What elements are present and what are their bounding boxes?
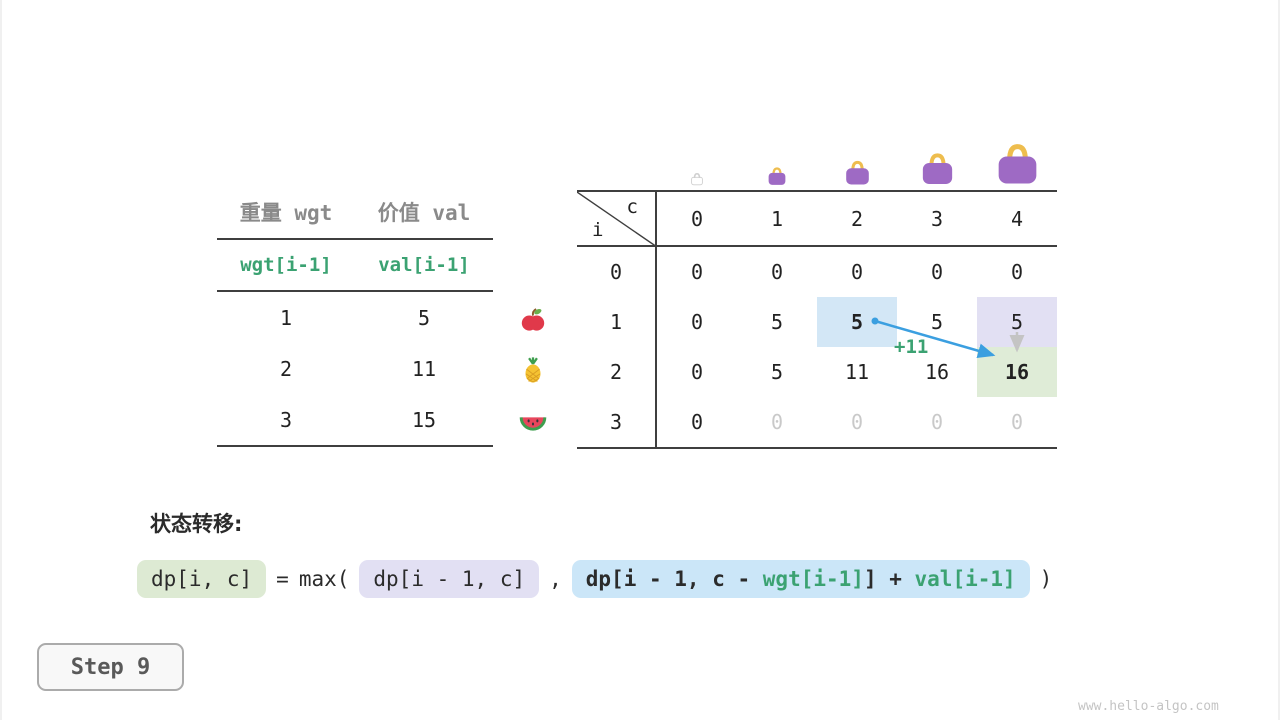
dp-cell: 0 (690, 360, 704, 384)
dp-cell: 5 (770, 310, 784, 334)
capacity-variable-label: c (626, 196, 638, 218)
item-variable-label: i (592, 219, 604, 241)
formula-max-open: max( (298, 567, 350, 591)
dp-cell: 0 (1010, 410, 1024, 434)
formula-part: ] + (863, 567, 915, 591)
dp-grid-body: 0 0 0 0 0 0 1 0 5 5 5 5 2 0 5 11 16 16 3 0 0 0 0 0 (577, 247, 1057, 447)
dp-table-row: 2 0 5 11 16 16 (577, 347, 1057, 397)
dp-table-row: 0 0 0 0 0 0 (577, 247, 1057, 297)
items-header-cell: 重量 wgt (239, 201, 333, 225)
items-table-body: 1 5 2 11 3 15 (217, 292, 493, 447)
dp-row-header: 3 (577, 397, 657, 447)
dp-cell: 0 (850, 260, 864, 284)
items-table-header: 重量 wgt 价值 val (217, 186, 493, 240)
item-value-value: 15 (411, 407, 437, 432)
dp-cell: 0 (770, 410, 784, 434)
dp-cell: 16 (924, 360, 950, 384)
formula-arg1-chip: dp[i - 1, c] (359, 560, 540, 598)
formula-comma: , (549, 567, 562, 591)
formula-accent-part: val[i-1] (914, 567, 1016, 591)
formula-accent-part: wgt[i-1] (762, 567, 864, 591)
dp-capacity-header: 1 (770, 206, 784, 231)
corner-diagonal-line (577, 192, 655, 245)
dp-header-row: c i 0 1 2 3 4 (577, 192, 1057, 247)
dp-row-header: 0 (577, 247, 657, 297)
items-formula-cell: wgt[i-1] (240, 254, 332, 276)
formula-close-paren: ) (1039, 567, 1053, 591)
items-header-cell: 价值 val (377, 201, 471, 225)
dp-cell: 0 (690, 310, 704, 334)
dp-cell: 0 (690, 260, 704, 284)
site-watermark: www.hello-algo.com (1078, 699, 1219, 714)
dp-cell: 5 (770, 360, 784, 384)
dp-corner-cell: c i (577, 192, 657, 245)
item-weight-value: 1 (279, 305, 293, 330)
bag-icon (657, 172, 737, 186)
items-table: 重量 wgt 价值 val wgt[i-1] val[i-1] 1 5 2 11 3 15 (217, 186, 493, 447)
dp-cell: 0 (770, 260, 784, 284)
dp-cell: 5 (977, 297, 1057, 347)
bag-icon (737, 166, 817, 186)
dp-cell: 5 (817, 297, 897, 347)
state-transition-title: 状态转移: (150, 512, 243, 536)
dp-cell: 0 (850, 410, 864, 434)
items-formula-cell: val[i-1] (378, 254, 470, 276)
watermelon-icon (519, 406, 547, 434)
add-value-annotation: +11 (894, 336, 929, 358)
dp-cell: 0 (690, 410, 704, 434)
dp-capacity-header: 2 (850, 206, 864, 231)
bag-icon (977, 141, 1057, 186)
dp-cell: 0 (1010, 260, 1024, 284)
item-weight-value: 3 (279, 407, 293, 432)
formula-lhs-chip: dp[i, c] (137, 560, 267, 598)
apple-icon (519, 306, 547, 334)
bag-icon (897, 151, 977, 186)
bag-icons-row (657, 140, 1057, 186)
items-table-row: 2 11 (217, 343, 493, 394)
dp-table-row: 3 0 0 0 0 0 (577, 397, 1057, 447)
dp-row-header: 1 (577, 297, 657, 347)
dp-capacity-header: 4 (1010, 206, 1024, 231)
item-value-value: 5 (417, 305, 431, 330)
dp-cell: 0 (930, 410, 944, 434)
formula-part: dp[i - 1, c - (585, 567, 763, 591)
dp-capacity-header: 0 (690, 206, 704, 231)
dp-cell: 11 (844, 360, 870, 384)
bag-icon (817, 159, 897, 186)
dp-cell: 16 (977, 347, 1057, 397)
item-value-value: 11 (411, 356, 437, 381)
state-transition-formula: dp[i, c] = max( dp[i - 1, c] , dp[i - 1,… (137, 560, 1052, 598)
items-table-formula-row: wgt[i-1] val[i-1] (217, 240, 493, 292)
step-indicator: Step 9 (37, 643, 184, 691)
formula-arg2-chip: dp[i - 1, c - wgt[i-1]] + val[i-1] (571, 560, 1030, 598)
items-table-row: 3 15 (217, 394, 493, 445)
item-weight-value: 2 (279, 356, 293, 381)
dp-row-header: 2 (577, 347, 657, 397)
dp-cell: 0 (930, 260, 944, 284)
dp-capacity-header: 3 (930, 206, 944, 231)
pineapple-icon (519, 356, 547, 384)
formula-equals: = (276, 567, 289, 591)
